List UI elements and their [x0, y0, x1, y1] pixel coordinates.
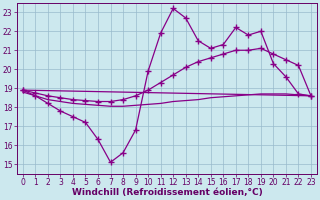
X-axis label: Windchill (Refroidissement éolien,°C): Windchill (Refroidissement éolien,°C)	[72, 188, 262, 197]
